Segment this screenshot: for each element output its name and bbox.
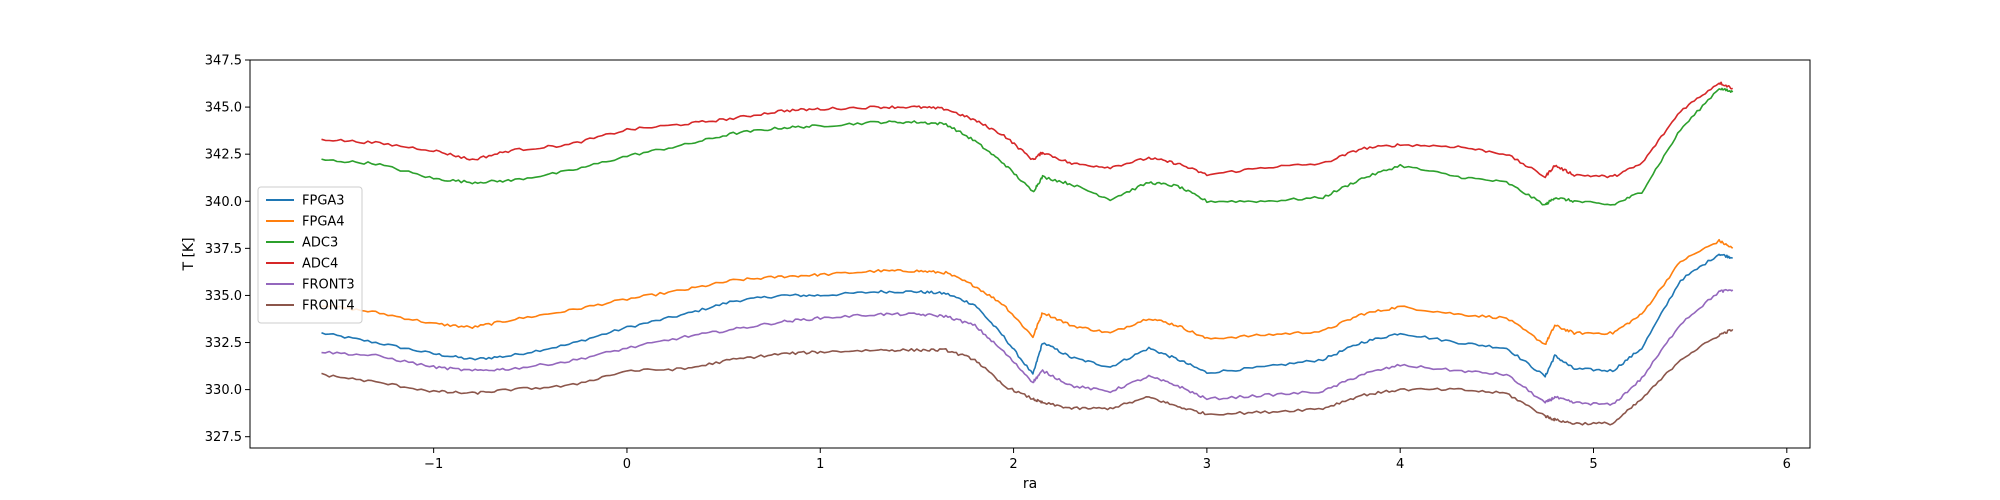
y-tick-label: 327.5 bbox=[205, 430, 242, 445]
y-tick-label: 340.0 bbox=[205, 195, 242, 210]
x-tick-label: 1 bbox=[816, 457, 824, 472]
y-axis-ticks: 327.5 330.0 332.5 335.0 337.5 340.0 342.5 345.0… bbox=[205, 54, 250, 445]
y-tick-label: 332.5 bbox=[205, 336, 242, 351]
y-tick-label: 335.0 bbox=[205, 289, 242, 304]
y-tick-label: 347.5 bbox=[205, 54, 242, 69]
legend-label-adc3: ADC3 bbox=[302, 236, 338, 251]
y-tick-label: 342.5 bbox=[205, 148, 242, 163]
legend-label-front3: FRONT3 bbox=[302, 278, 355, 293]
legend-label-front4: FRONT4 bbox=[302, 299, 355, 314]
y-axis-label: T [K] bbox=[181, 237, 197, 271]
legend-label-fpga4: FPGA4 bbox=[302, 215, 345, 230]
series-line-fpga4 bbox=[321, 238, 1734, 345]
x-tick-label: −1 bbox=[424, 457, 443, 472]
series-line-front4 bbox=[321, 328, 1734, 426]
x-axis-label: ra bbox=[1023, 476, 1037, 492]
legend-label-fpga3: FPGA3 bbox=[302, 194, 345, 209]
x-tick-label: 3 bbox=[1203, 457, 1211, 472]
series-line-fpga3 bbox=[321, 253, 1733, 378]
x-tick-label: 0 bbox=[623, 457, 631, 472]
x-tick-label: 5 bbox=[1589, 457, 1597, 472]
legend: FPGA3 FPGA4 ADC3 ADC4 FRONT3 FRONT4 bbox=[257, 186, 363, 324]
series-line-adc4 bbox=[321, 81, 1734, 179]
x-tick-label: 6 bbox=[1783, 457, 1791, 472]
y-tick-label: 330.0 bbox=[205, 383, 242, 398]
x-axis-ticks: −1 0 1 2 3 4 5 6 bbox=[424, 448, 1791, 472]
legend-label-adc4: ADC4 bbox=[302, 257, 338, 272]
y-tick-label: 337.5 bbox=[205, 242, 242, 257]
x-tick-label: 2 bbox=[1009, 457, 1017, 472]
series-line-adc3 bbox=[321, 87, 1734, 206]
plot-area bbox=[321, 81, 1734, 426]
axes-frame bbox=[249, 59, 1811, 449]
x-tick-label: 4 bbox=[1396, 457, 1404, 472]
y-tick-label: 345.0 bbox=[205, 101, 242, 116]
series-line-front3 bbox=[321, 288, 1734, 406]
